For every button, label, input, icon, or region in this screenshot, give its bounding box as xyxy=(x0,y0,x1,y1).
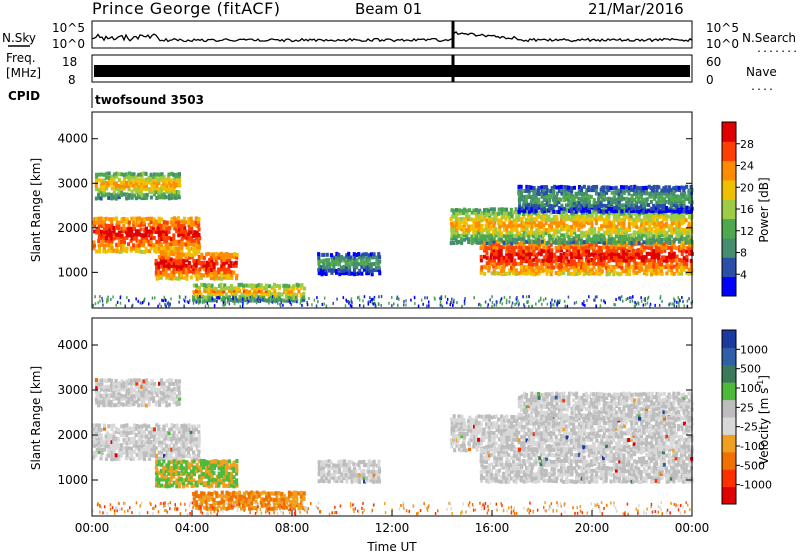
colorbar-tick-label: 24 xyxy=(740,160,754,173)
power-colorbar: 4 8 12 16 20 24 28 xyxy=(721,121,754,297)
cpid-label: CPID xyxy=(8,89,40,103)
velocity-echo-region xyxy=(317,459,382,484)
time-axis-label: Time UT xyxy=(366,540,417,554)
colorbar-tick-label: 8 xyxy=(740,247,747,260)
velocity-ylabel: Slant Range [km] xyxy=(29,366,43,470)
nave-label: Nave xyxy=(746,65,777,79)
y-tick-label: 2000 xyxy=(57,428,88,442)
colorbar-segment xyxy=(722,451,736,470)
colorbar-tick-label: 100 xyxy=(740,382,761,395)
nave-right-tick-bottom: 0 xyxy=(706,73,714,87)
power-ylabel: Slant Range [km] xyxy=(29,158,43,262)
y-tick-label: 1000 xyxy=(57,473,88,487)
colorbar-tick-label: 16 xyxy=(740,203,754,216)
station-title: Prince George (fitACF) xyxy=(92,0,281,18)
velocity-echo-region xyxy=(154,459,239,489)
nsearch-label: N.Search xyxy=(742,31,796,45)
power-panel: 1000 2000 3000 4000 xyxy=(57,111,694,309)
velocity-echo-region xyxy=(517,391,694,421)
power-colorbar-label: Power [dB] xyxy=(757,177,771,242)
y-tick-label: 1000 xyxy=(57,265,88,279)
power-echo-region xyxy=(479,238,694,277)
colorbar-tick-label: -100 xyxy=(740,440,765,453)
time-tick-label: 08:00 xyxy=(275,521,310,535)
colorbar-tick-label: 1000 xyxy=(740,343,768,356)
velocity-colorbar-label: Velocity [m s-1] xyxy=(756,375,771,465)
velocity-echo-region xyxy=(192,490,306,511)
noise-left-tick-bottom: 10^0 xyxy=(52,37,85,51)
time-tick-label: 12:00 xyxy=(375,521,410,535)
colorbar-tick-label: 25 xyxy=(740,401,754,414)
beam-label: Beam 01 xyxy=(355,0,422,18)
time-tick-label: 00:00 xyxy=(675,521,710,535)
date-label: 21/Mar/2016 xyxy=(588,0,684,18)
noise-right-tick-bottom: 10^0 xyxy=(706,37,739,51)
colorbar-segment xyxy=(722,382,736,401)
y-tick-label: 3000 xyxy=(57,176,88,190)
colorbar-segment xyxy=(722,218,736,239)
colorbar-segment xyxy=(722,160,736,181)
velocity-echo-region xyxy=(94,378,182,408)
power-echo-region xyxy=(92,216,202,255)
noise-sky-series xyxy=(91,30,693,43)
colorbar-segment xyxy=(722,486,736,505)
power-near-range-noise xyxy=(92,295,693,308)
y-tick-label: 4000 xyxy=(57,132,88,146)
noise-panel xyxy=(91,20,693,49)
velocity-near-range-noise xyxy=(92,501,691,516)
colorbar-segment xyxy=(722,364,736,383)
colorbar-tick-label: 500 xyxy=(740,363,761,376)
power-echo-region xyxy=(94,171,182,201)
nsky-label: N.Sky xyxy=(2,31,36,45)
velocity-echo-region xyxy=(449,414,694,453)
freq-left-tick-top: 18 xyxy=(62,55,77,69)
colorbar-segment xyxy=(722,276,736,297)
time-tick-label: 16:00 xyxy=(475,521,510,535)
power-echo-region xyxy=(154,251,239,281)
y-tick-label: 4000 xyxy=(57,338,88,352)
velocity-echo-region xyxy=(92,423,202,462)
colorbar-tick-label: 4 xyxy=(740,268,747,281)
cpid-value: twofsound 3503 xyxy=(95,93,204,107)
freq-label-line1: Freq. xyxy=(6,51,36,65)
velocity-panel: 1000 2000 3000 4000 00:00 04:00 08:00 12:00 16:… xyxy=(57,317,710,535)
time-tick-label: 20:00 xyxy=(575,521,610,535)
colorbar-tick-label: -25 xyxy=(740,421,758,434)
colorbar-segment xyxy=(722,434,736,453)
noise-right-tick-top: 10^5 xyxy=(706,21,739,35)
y-tick-label: 2000 xyxy=(57,221,88,235)
colorbar-tick-label: -1000 xyxy=(740,479,772,492)
colorbar-segment xyxy=(722,399,736,418)
colorbar-segment xyxy=(722,122,736,142)
time-tick-label: 00:00 xyxy=(75,521,110,535)
y-tick-label: 3000 xyxy=(57,383,88,397)
colorbar-segment xyxy=(722,238,736,258)
colorbar-segment xyxy=(722,180,736,200)
power-echo-region xyxy=(517,184,694,214)
colorbar-segment xyxy=(722,330,736,348)
noise-left-tick-top: 10^5 xyxy=(52,21,85,35)
nave-dots: .... xyxy=(750,82,774,93)
colorbar-tick-label: 12 xyxy=(740,225,754,238)
colorbar-tick-label: -500 xyxy=(740,459,765,472)
nsearch-dots: ........ xyxy=(756,44,800,55)
colorbar-segment xyxy=(722,469,736,488)
colorbar-segment xyxy=(722,347,736,366)
time-tick-label: 04:00 xyxy=(175,521,210,535)
freq-left-tick-bottom: 8 xyxy=(68,73,76,87)
nave-right-tick-top: 60 xyxy=(706,55,721,69)
freq-label-line2: [MHz] xyxy=(6,66,41,80)
colorbar-segment xyxy=(722,257,736,278)
colorbar-tick-label: 20 xyxy=(740,181,754,194)
freq-panel xyxy=(91,54,693,83)
colorbar-segment xyxy=(722,199,736,220)
colorbar-segment xyxy=(722,141,736,162)
colorbar-tick-label: 28 xyxy=(740,138,754,151)
colorbar-segment xyxy=(722,417,736,435)
velocity-colorbar: -1000 -500 -100 -25 25 100 500 1000 xyxy=(721,329,772,505)
power-echo-region xyxy=(317,251,382,277)
